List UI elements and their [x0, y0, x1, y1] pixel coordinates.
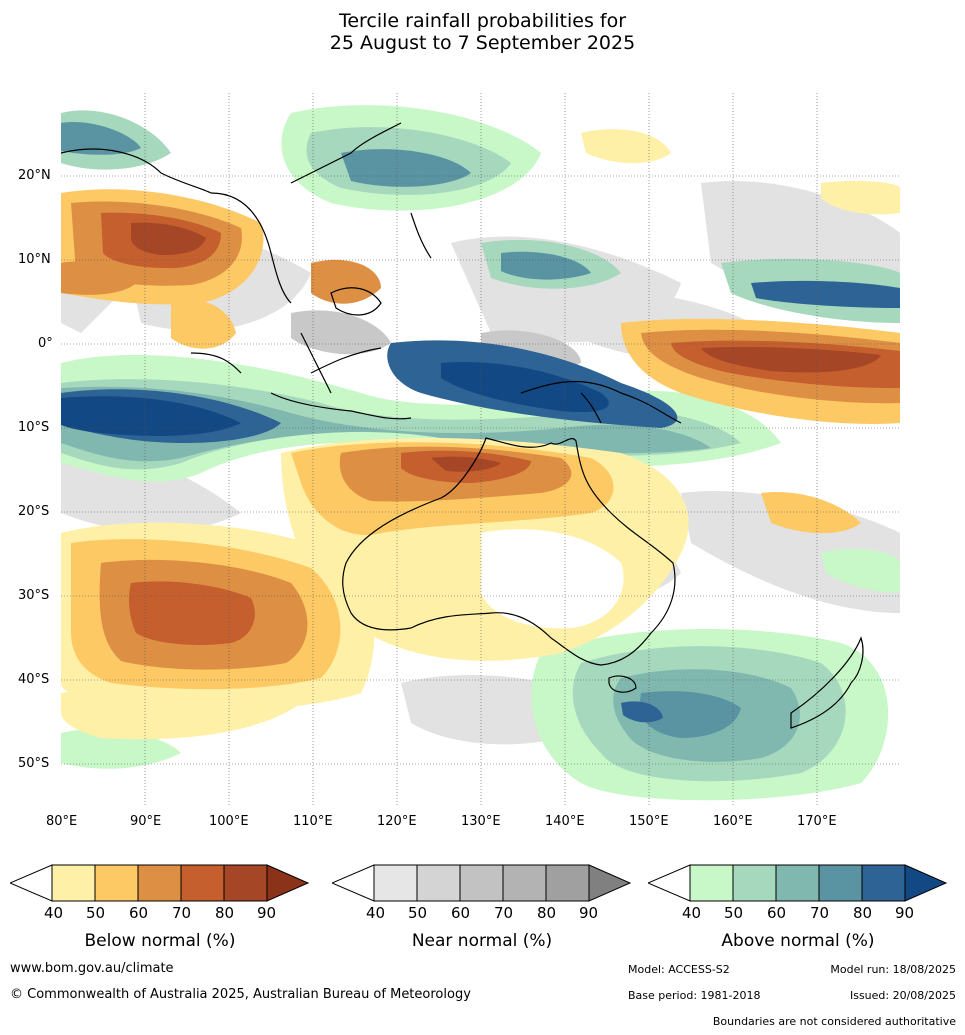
lat-label-50s: 50°S: [18, 756, 50, 771]
title-line-2: 25 August to 7 September 2025: [329, 32, 636, 54]
lat-label-40s: 40°S: [18, 672, 50, 687]
below-normal-colorbar: [10, 864, 310, 902]
lon-label-90e: 90°E: [130, 814, 162, 829]
near-normal-colorbar: [332, 864, 632, 902]
rainfall-probability-map: [61, 93, 900, 806]
lat-label-20s: 20°S: [18, 504, 50, 519]
issued-text: Issued: 20/08/2025: [849, 989, 956, 1002]
title-line-1: Tercile rainfall probabilities for: [338, 10, 627, 32]
lon-label-110e: 110°E: [293, 814, 333, 829]
lon-label-130e: 130°E: [461, 814, 501, 829]
lat-label-20n: 20°N: [18, 168, 51, 183]
copyright-text: © Commonwealth of Australia 2025, Austra…: [10, 987, 471, 1002]
lat-label-30s: 30°S: [18, 588, 50, 603]
lon-label-170e: 170°E: [797, 814, 837, 829]
lon-label-160e: 160°E: [713, 814, 753, 829]
near-normal-title: Near normal (%): [411, 931, 553, 951]
coastlines: [61, 122, 864, 729]
lon-label-120e: 120°E: [377, 814, 417, 829]
graticule: [61, 93, 900, 806]
website-link[interactable]: www.bom.gov.au/climate: [10, 961, 174, 976]
model-text: Model: ACCESS-S2: [628, 963, 730, 976]
lon-label-140e: 140°E: [545, 814, 585, 829]
map-title: Tercile rainfall probabilities for 25 Au…: [0, 10, 965, 54]
below-normal-title: Below normal (%): [84, 931, 236, 951]
lon-label-150e: 150°E: [629, 814, 669, 829]
lat-label-10s: 10°S: [18, 420, 50, 435]
model-run-text: Model run: 18/08/2025: [830, 963, 956, 976]
lat-label-10n: 10°N: [18, 252, 51, 267]
lon-label-100e: 100°E: [209, 814, 249, 829]
above-normal-colorbar: [648, 864, 948, 902]
lon-label-80e: 80°E: [46, 814, 78, 829]
aus-interior-white: [481, 529, 624, 629]
base-period-text: Base period: 1981-2018: [628, 989, 761, 1002]
disclaimer-text: Boundaries are not considered authoritat…: [712, 1015, 956, 1028]
above-normal-title: Above normal (%): [721, 931, 875, 951]
lat-label-0: 0°: [38, 336, 53, 351]
